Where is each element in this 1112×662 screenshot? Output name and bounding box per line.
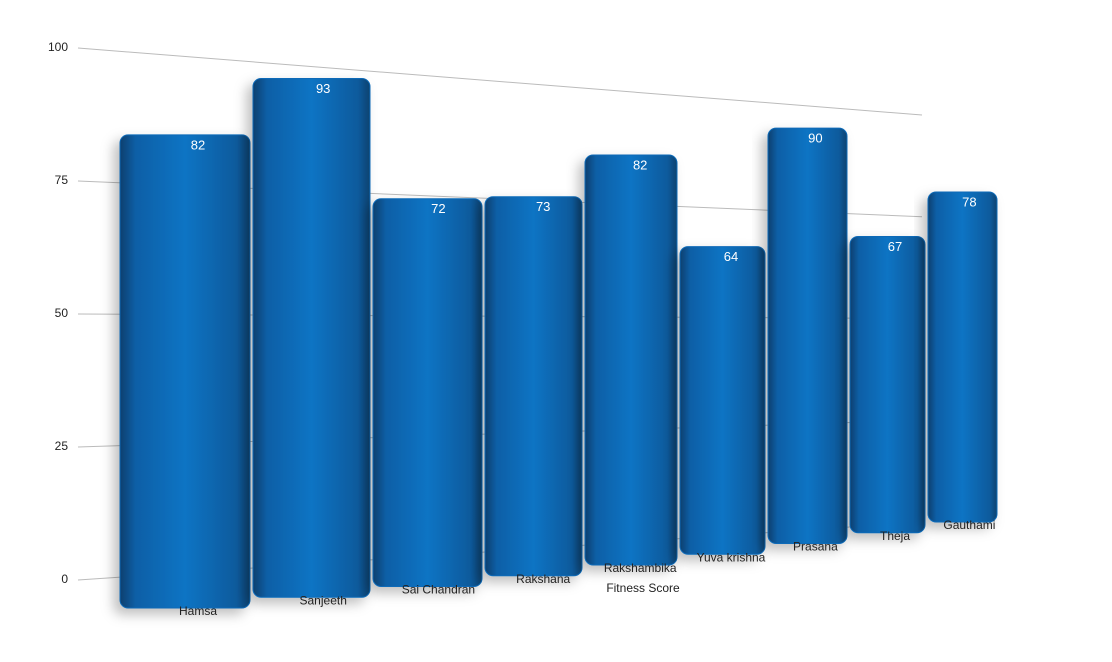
x-tick-label: Rakshambika — [604, 561, 677, 575]
data-label: 72 — [431, 201, 445, 216]
data-label: 67 — [888, 239, 902, 254]
data-label: 82 — [633, 157, 647, 172]
x-tick-label: Yuva krishna — [697, 550, 766, 564]
x-tick-label: Sanjeeth — [300, 593, 347, 607]
y-tick-label: 75 — [55, 173, 69, 187]
bar — [252, 78, 371, 598]
grid-line — [77, 47, 923, 116]
x-tick-label: Rakshana — [516, 572, 570, 586]
bar — [927, 191, 998, 523]
bar — [767, 127, 848, 544]
y-tick-label: 25 — [55, 439, 69, 453]
bar — [584, 154, 678, 566]
bar — [484, 196, 583, 577]
x-tick-label: Sai Chandran — [402, 583, 475, 597]
data-label: 64 — [724, 249, 738, 264]
bar — [372, 198, 483, 587]
data-label: 78 — [962, 194, 976, 209]
bar — [849, 235, 926, 534]
data-label: 93 — [316, 81, 330, 96]
data-label: 90 — [808, 131, 822, 146]
data-label: 73 — [536, 199, 550, 214]
bar — [119, 134, 251, 609]
bar — [679, 246, 766, 555]
x-axis-title: Fitness Score — [606, 581, 680, 595]
y-tick-label: 0 — [61, 572, 68, 586]
data-label: 82 — [191, 137, 205, 152]
y-tick-label: 50 — [55, 306, 69, 320]
x-tick-label: Prasana — [793, 540, 838, 554]
x-tick-label: Gauthami — [943, 518, 995, 532]
x-tick-label: Theja — [880, 529, 910, 543]
y-tick-label: 100 — [48, 40, 68, 54]
x-tick-label: Hamsa — [179, 604, 217, 618]
